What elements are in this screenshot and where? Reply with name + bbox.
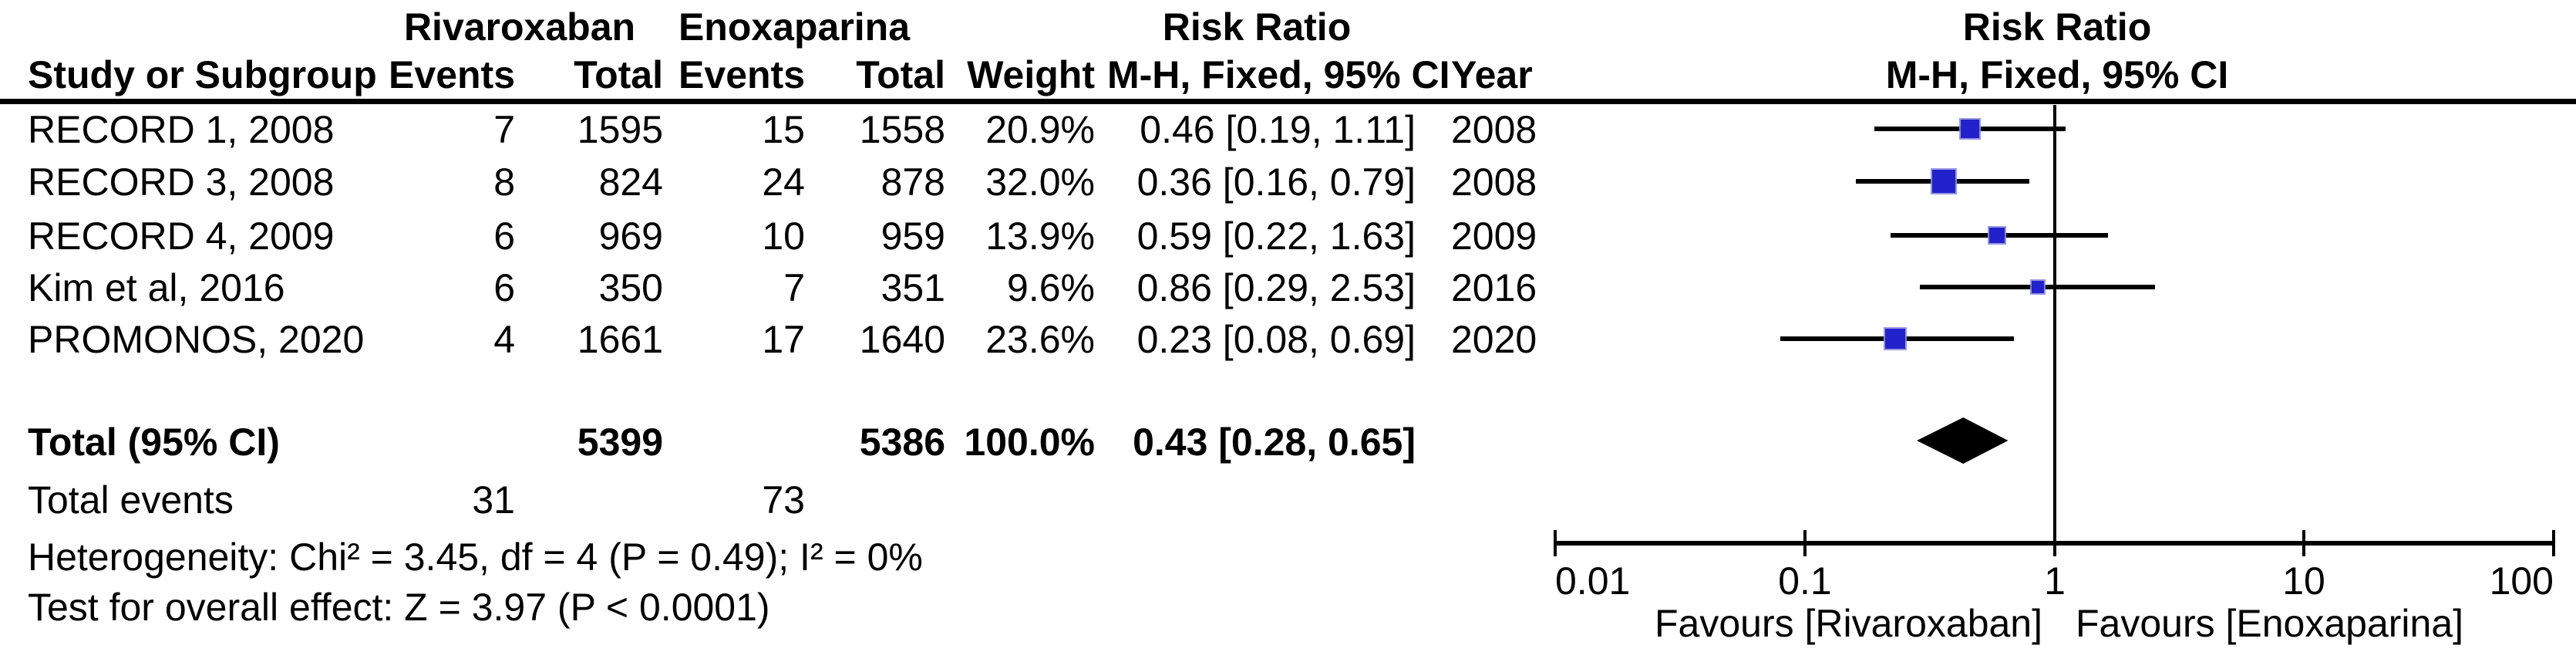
risk-ratio-cell: 0.36 [0.16, 0.79] bbox=[1136, 160, 1416, 204]
weight-cell: 20.9% bbox=[985, 108, 1095, 151]
col-header-events2: Events bbox=[679, 53, 805, 96]
summary-diamond bbox=[1917, 417, 2009, 464]
events1-cell: 4 bbox=[493, 318, 515, 361]
null-effect-line bbox=[2053, 105, 2056, 546]
col-header-year: Year bbox=[1451, 53, 1533, 96]
x-axis-tick bbox=[2552, 530, 2555, 556]
events1-cell: 8 bbox=[493, 160, 515, 204]
effect-square bbox=[1959, 118, 1981, 140]
x-axis-tick bbox=[1803, 530, 1807, 556]
total1-cell: 1595 bbox=[577, 108, 663, 151]
x-tick-label: 10 bbox=[2282, 559, 2325, 603]
total-events-label: Total events bbox=[28, 478, 234, 522]
total-row-label: Total (95% CI) bbox=[28, 421, 280, 464]
header-rule bbox=[0, 99, 2576, 104]
total2-cell: 959 bbox=[881, 215, 945, 258]
weight-cell: 23.6% bbox=[985, 318, 1095, 361]
events1-cell: 6 bbox=[493, 215, 515, 258]
study-name: Kim et al, 2016 bbox=[28, 266, 285, 309]
effect-square bbox=[1884, 327, 1907, 350]
overall-effect-text: Test for overall effect: Z = 3.97 (P < 0… bbox=[28, 586, 770, 629]
year-cell: 2020 bbox=[1451, 318, 1537, 361]
col-header-risk-ratio: M-H, Fixed, 95% CI bbox=[1107, 53, 1450, 96]
total1-cell: 1661 bbox=[577, 318, 663, 361]
events2-cell: 7 bbox=[783, 266, 805, 309]
x-axis-tick bbox=[2053, 530, 2056, 556]
x-axis-tick bbox=[2302, 530, 2305, 556]
total2-cell: 1640 bbox=[859, 318, 945, 361]
effect-square bbox=[2030, 279, 2046, 295]
x-tick-label: 0.1 bbox=[1778, 559, 1832, 603]
total2-cell: 351 bbox=[881, 266, 945, 309]
events2-cell: 10 bbox=[762, 215, 805, 258]
risk-ratio-cell: 0.23 [0.08, 0.69] bbox=[1136, 318, 1416, 361]
risk-ratio-cell: 0.86 [0.29, 2.53] bbox=[1136, 266, 1416, 309]
effect-square bbox=[1988, 226, 2006, 245]
total-row-weight: 100.0% bbox=[964, 421, 1095, 464]
year-cell: 2016 bbox=[1451, 266, 1537, 309]
study-name: RECORD 1, 2008 bbox=[28, 108, 335, 151]
total-row-total2: 5386 bbox=[859, 421, 945, 464]
events1-cell: 7 bbox=[493, 108, 515, 151]
risk-ratio-column-title: Risk Ratio bbox=[1162, 5, 1352, 49]
col-header-total1: Total bbox=[574, 53, 663, 96]
col-header-weight: Weight bbox=[967, 53, 1095, 96]
total-row-risk-ratio: 0.43 [0.28, 0.65] bbox=[1133, 421, 1416, 464]
plot-title-line1: Risk Ratio bbox=[1962, 5, 2152, 49]
effect-square bbox=[1931, 168, 1957, 194]
study-name: RECORD 4, 2009 bbox=[28, 215, 335, 258]
col-header-events1: Events bbox=[389, 53, 515, 96]
col-header-study: Study or Subgroup bbox=[28, 53, 377, 96]
weight-cell: 13.9% bbox=[985, 215, 1095, 258]
events2-cell: 15 bbox=[762, 108, 805, 151]
x-tick-label: 0.01 bbox=[1555, 559, 1631, 603]
events2-cell: 24 bbox=[762, 160, 805, 204]
year-cell: 2009 bbox=[1451, 215, 1537, 258]
weight-cell: 32.0% bbox=[985, 160, 1095, 204]
events2-cell: 17 bbox=[762, 318, 805, 361]
year-cell: 2008 bbox=[1451, 108, 1537, 151]
heterogeneity-text: Heterogeneity: Chi² = 3.45, df = 4 (P = … bbox=[28, 535, 923, 579]
study-name: RECORD 3, 2008 bbox=[28, 160, 335, 204]
weight-cell: 9.6% bbox=[1007, 266, 1095, 309]
events1-cell: 6 bbox=[493, 266, 515, 309]
group-header-treatment: Rivaroxaban bbox=[403, 5, 636, 49]
total2-cell: 1558 bbox=[859, 108, 945, 151]
total1-cell: 969 bbox=[598, 215, 663, 258]
total2-cell: 878 bbox=[881, 160, 945, 204]
total-events-events1: 31 bbox=[472, 478, 515, 522]
risk-ratio-cell: 0.59 [0.22, 1.63] bbox=[1136, 215, 1416, 258]
study-name: PROMONOS, 2020 bbox=[28, 318, 365, 361]
year-cell: 2008 bbox=[1451, 160, 1537, 204]
plot-title-line2: M-H, Fixed, 95% CI bbox=[1885, 53, 2229, 96]
x-tick-label: 1 bbox=[2044, 559, 2066, 603]
favours-right-label: Favours [Enoxaparina] bbox=[2076, 602, 2464, 645]
x-tick-label: 100 bbox=[2489, 559, 2554, 603]
col-header-total2: Total bbox=[856, 53, 945, 96]
favours-left-label: Favours [Rivaroxaban] bbox=[1655, 602, 2043, 645]
total1-cell: 350 bbox=[598, 266, 663, 309]
risk-ratio-cell: 0.46 [0.19, 1.11] bbox=[1140, 108, 1416, 151]
total-row-total1: 5399 bbox=[577, 421, 663, 464]
group-header-control: Enoxaparina bbox=[678, 5, 911, 49]
total-events-events2: 73 bbox=[762, 478, 805, 522]
total1-cell: 824 bbox=[598, 160, 663, 204]
x-axis-tick bbox=[1554, 530, 1557, 556]
